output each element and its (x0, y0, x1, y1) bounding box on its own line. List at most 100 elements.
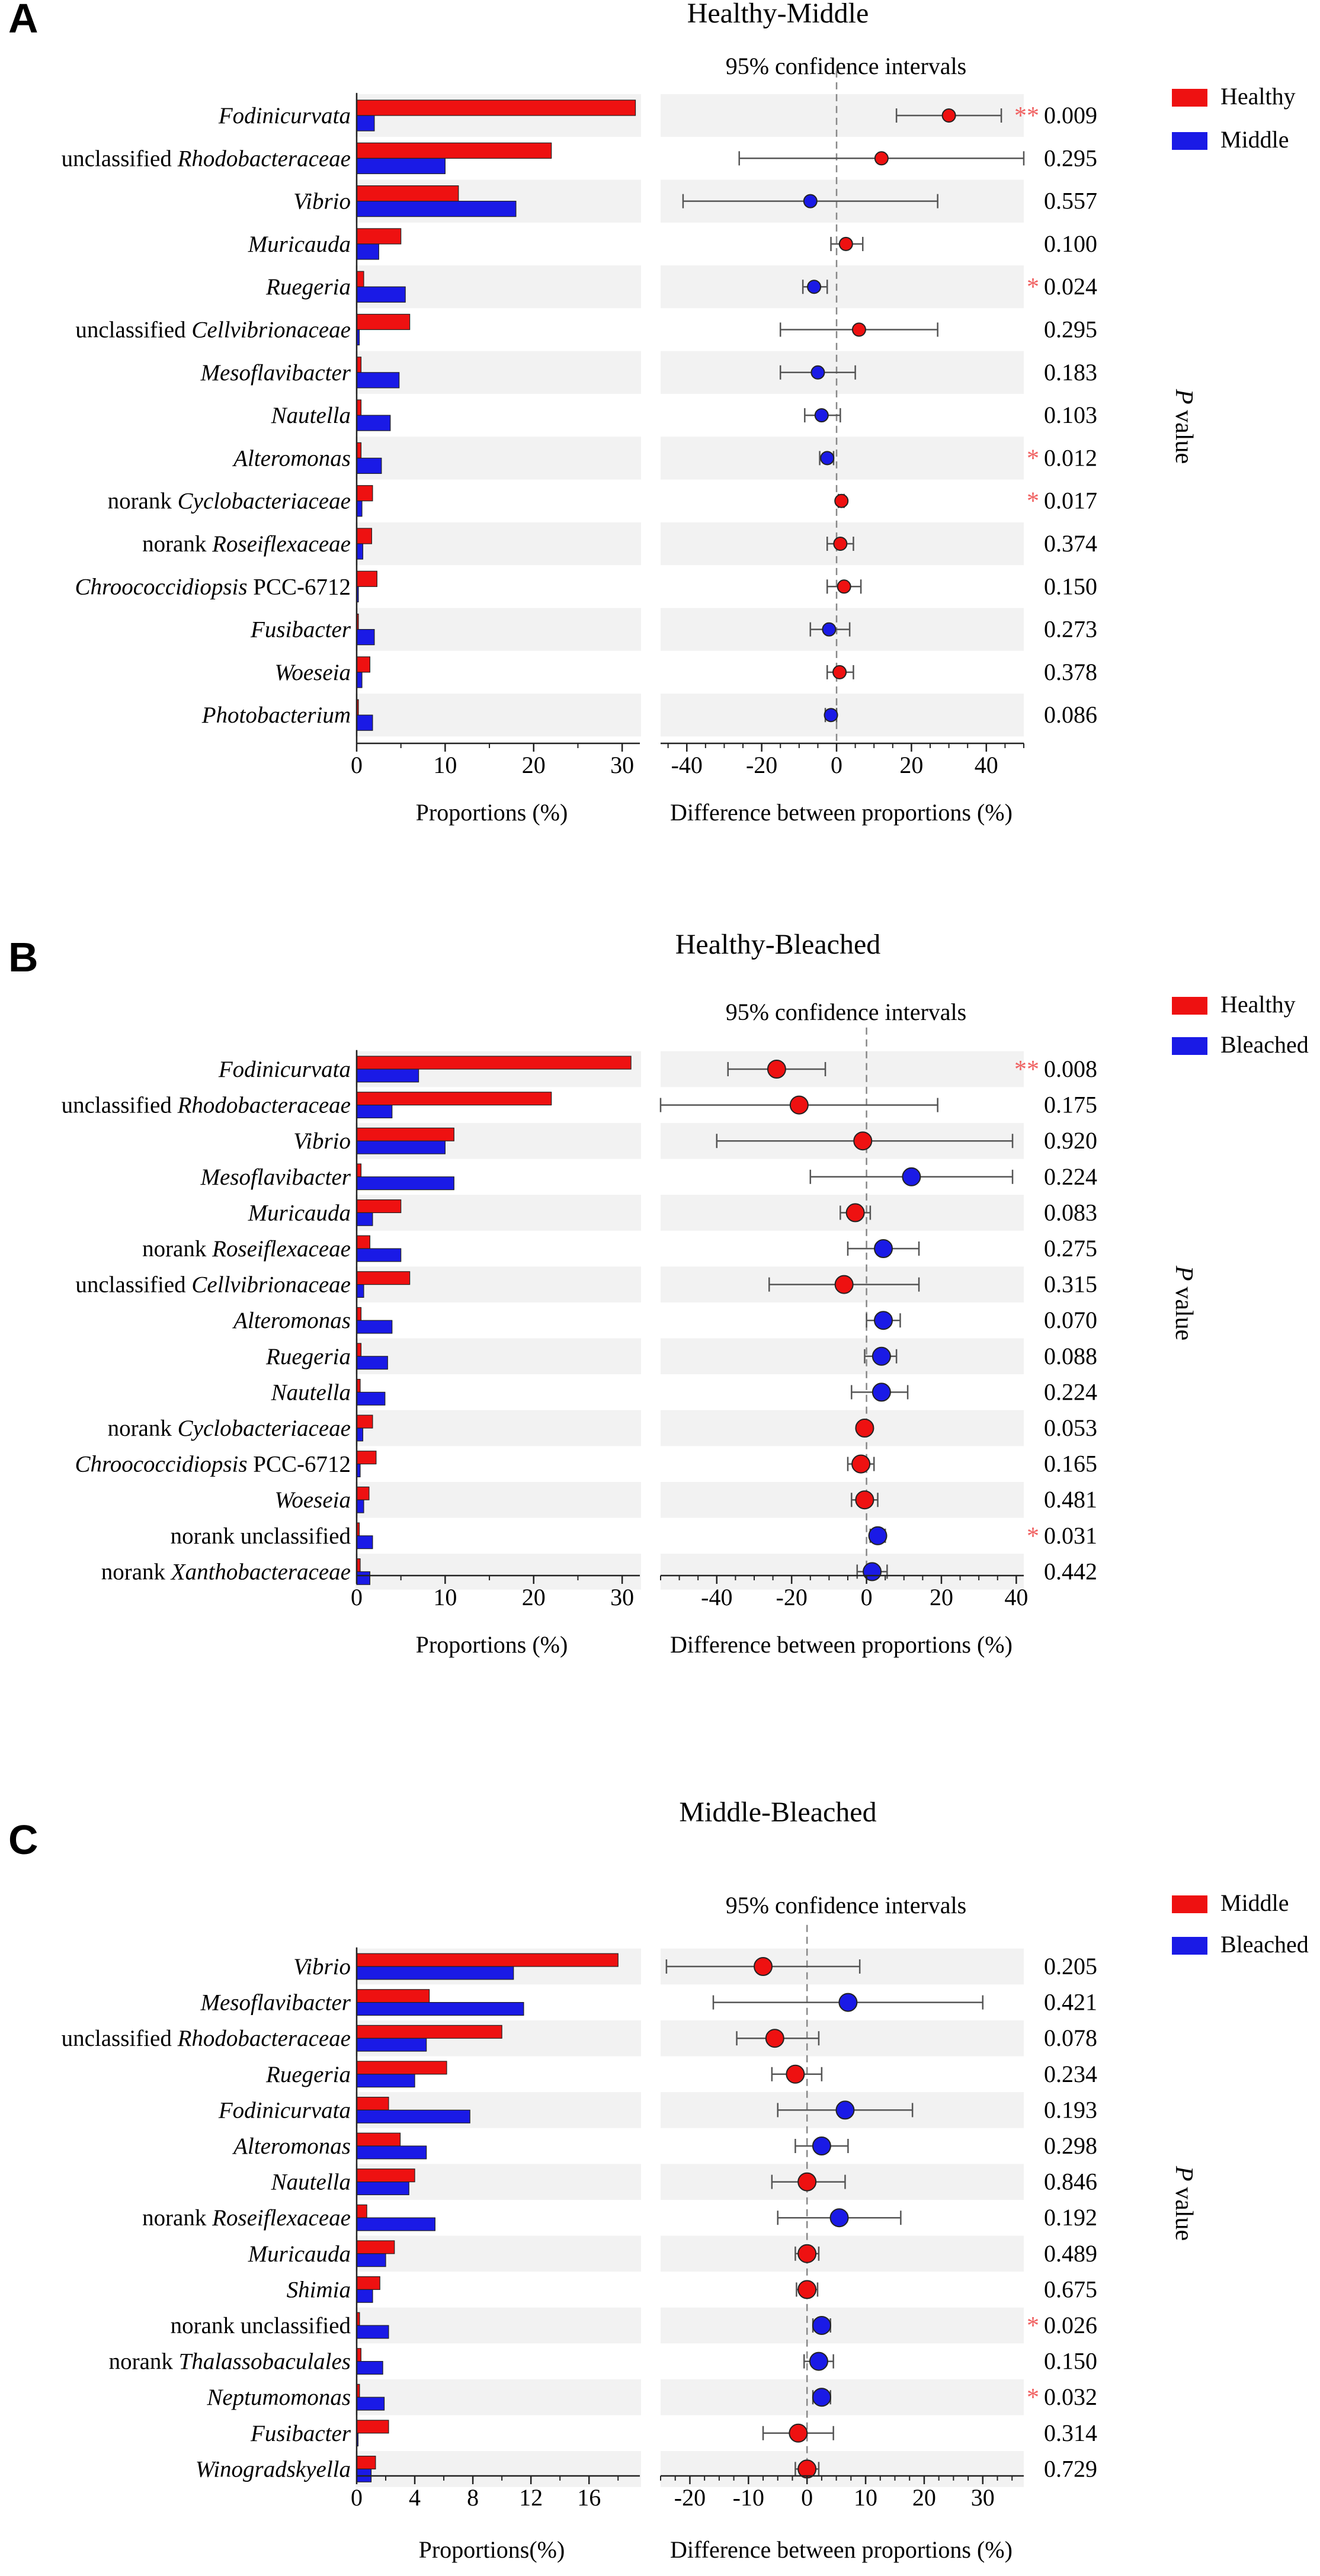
bar-group-b (356, 2182, 409, 2196)
diff-tick-label: 0 (831, 752, 842, 778)
row-stripe (661, 1410, 1024, 1446)
diff-point (874, 1239, 893, 1258)
genus-label: Ruegeria (265, 2062, 351, 2087)
diff-point (874, 151, 889, 166)
p-value-axis-title: P value (1170, 2166, 1197, 2241)
row-stripe (661, 694, 1024, 737)
bar-group-a (356, 1092, 552, 1106)
diff-point (786, 2064, 805, 2084)
bar-group-a (356, 271, 364, 287)
row-stripe (355, 2379, 641, 2415)
row-stripe (355, 2451, 641, 2487)
legend-label-bleached: Bleached (1220, 1931, 1309, 1958)
genus-label: norank Roseiflexaceae (142, 2205, 351, 2231)
row-stripe (355, 1338, 641, 1375)
p-value: 0.088 (1044, 1343, 1097, 1369)
genus-label: Vibrio (293, 1954, 351, 1980)
bar-group-b (356, 1212, 373, 1226)
genus-label: norank Cyclobacteriaceae (108, 1416, 351, 1441)
genus-label: Nautella (271, 2170, 351, 2195)
genus-label: Mesoflavibacter (200, 360, 351, 386)
x-tick-label: 20 (522, 752, 546, 778)
bar-group-b (356, 158, 446, 174)
bar-group-a (356, 2420, 389, 2434)
diff-point (838, 236, 853, 251)
bar-group-a (356, 528, 372, 544)
genus-label: Nautella (271, 1380, 351, 1405)
x-tick-label: 0 (351, 1584, 363, 1611)
p-value: 0.374 (1044, 530, 1097, 557)
bar-group-b (356, 1966, 514, 1980)
x-tick-label: 16 (577, 2484, 601, 2511)
legend-swatch-bleached (1172, 1037, 1207, 1055)
genus-label: norank unclassified (171, 1523, 351, 1549)
diff-point (868, 1526, 888, 1545)
row-stripe (661, 265, 1024, 309)
bar-group-b (356, 2109, 470, 2123)
diff-tick-label: 0 (801, 2484, 813, 2511)
bar-group-b (356, 2361, 383, 2375)
row-stripe (661, 2307, 1024, 2344)
bar-group-a (356, 2132, 401, 2147)
row-stripe (661, 437, 1024, 480)
row-stripe (661, 1051, 1024, 1087)
genus-label: Chroococcidiopsis PCC-6712 (75, 1452, 351, 1477)
diff-point (809, 2352, 828, 2371)
bar-group-a (356, 485, 373, 502)
row-stripe (355, 437, 641, 480)
bar-group-a (356, 2276, 380, 2290)
bar-group-b (356, 714, 373, 731)
p-value: 0.193 (1044, 2096, 1097, 2123)
significance-mark: * (1027, 274, 1039, 301)
row-stripe (661, 2451, 1024, 2487)
p-value: 0.008 (1044, 1056, 1097, 1082)
row-stripe (661, 1338, 1024, 1375)
diff-point (834, 1275, 854, 1294)
diff-tick-label: -10 (733, 2484, 764, 2511)
diff-point (832, 665, 847, 679)
p-value: 0.009 (1044, 102, 1097, 129)
p-value: 0.086 (1044, 701, 1097, 728)
p-value: 0.183 (1044, 359, 1097, 386)
genus-label: norank Roseiflexaceae (142, 531, 351, 557)
p-value: 0.557 (1044, 188, 1097, 214)
genus-label: unclassified Cellvibrionaceae (75, 1272, 351, 1298)
bar-group-a (356, 142, 552, 159)
p-value: 0.442 (1044, 1558, 1097, 1584)
genus-label: Neptumomonas (206, 2385, 351, 2410)
genus-label: Mesoflavibacter (200, 1990, 351, 2016)
p-value: 0.026 (1044, 2312, 1097, 2338)
row-stripe (355, 1554, 641, 1590)
legend-label-healthy: Healthy (1220, 83, 1296, 110)
p-value-axis-title: P value (1170, 389, 1197, 464)
genus-label: norank Cyclobacteriaceae (108, 489, 351, 514)
bar-group-b (356, 543, 364, 560)
genus-label: norank Thalassobaculales (109, 2349, 351, 2375)
p-value: 0.295 (1044, 316, 1097, 343)
bar-group-a (356, 1199, 402, 1213)
bar-group-b (356, 2074, 415, 2088)
diff-point (814, 408, 829, 423)
p-value: 0.295 (1044, 145, 1097, 171)
bar-group-b (356, 2217, 435, 2231)
genus-label: Woeseia (274, 660, 351, 685)
genus-label: unclassified Rhodobacteraceae (62, 146, 351, 171)
p-value: 0.032 (1044, 2383, 1097, 2410)
bar-group-b (356, 672, 363, 688)
genus-label: norank unclassified (171, 2313, 351, 2338)
diff-point (872, 1382, 891, 1402)
diff-point (789, 1095, 809, 1115)
bar-group-a (356, 2061, 447, 2075)
diff-point (803, 194, 818, 208)
genus-label: unclassified Cellvibrionaceae (75, 317, 351, 343)
diff-point (810, 365, 825, 380)
diff-tick-label: 20 (899, 752, 923, 778)
panel-title: Healthy-Bleached (675, 929, 881, 960)
bar-group-a (356, 1271, 411, 1285)
bar-group-a (356, 2204, 367, 2218)
bar-group-b (356, 243, 379, 260)
bar-group-a (356, 1056, 632, 1070)
p-value: 0.165 (1044, 1451, 1097, 1477)
bar-group-a (356, 1414, 373, 1429)
p-value: 0.017 (1044, 487, 1097, 514)
